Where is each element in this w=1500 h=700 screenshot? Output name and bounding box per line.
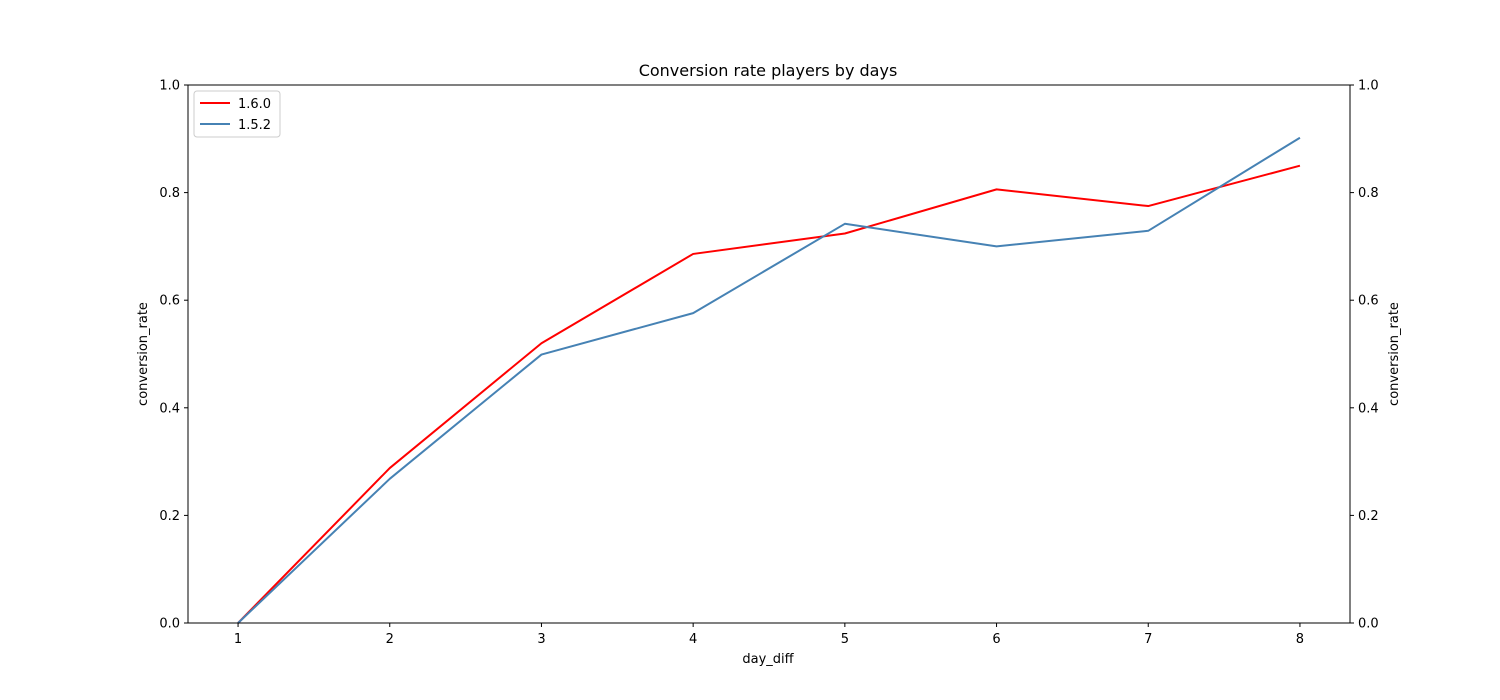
series-line-1.6.0	[237, 164, 1301, 624]
x-tick-label: 1	[234, 632, 242, 647]
legend-label: 1.5.2	[238, 118, 271, 133]
plot-layer: 1 2 3 4 5 6 7 8 0.0 0.0 0.2 0.2 0.4 0.4 0.6 0.6 0.8 0.8 1.…	[159, 79, 1378, 648]
y-tick-label-right: 0.6	[1358, 294, 1379, 309]
chart-title: Conversion rate players by days	[639, 61, 898, 80]
x-tick-label: 6	[992, 632, 1000, 647]
x-tick-label: 4	[689, 632, 697, 647]
y-tick-label-left: 0.8	[159, 186, 180, 201]
y-axis-label-right: conversion_rate	[1387, 302, 1402, 406]
legend-label: 1.6.0	[238, 97, 271, 112]
y-tick-label-left: 0.2	[159, 509, 180, 524]
y-tick-label-left: 0.0	[159, 617, 180, 632]
y-tick-label-right: 0.0	[1358, 617, 1379, 632]
x-tick-label: 5	[841, 632, 849, 647]
series-line-1.5.2	[237, 136, 1301, 624]
y-tick-label-left: 1.0	[159, 79, 180, 94]
x-tick-label: 7	[1144, 632, 1152, 647]
y-tick-label-right: 1.0	[1358, 79, 1379, 94]
y-tick-label-right: 0.4	[1358, 401, 1379, 416]
y-tick-label-right: 0.8	[1358, 186, 1379, 201]
x-tick-label: 8	[1296, 632, 1304, 647]
y-tick-label-left: 0.4	[159, 401, 180, 416]
x-tick-label: 3	[537, 632, 545, 647]
y-axis-label-left: conversion_rate	[136, 302, 151, 406]
y-tick-label-left: 0.6	[159, 294, 180, 309]
y-tick-label-right: 0.2	[1358, 509, 1379, 524]
plot-frame	[187, 84, 1351, 624]
x-tick-label: 2	[386, 632, 394, 647]
x-axis-label: day_diff	[742, 652, 794, 667]
